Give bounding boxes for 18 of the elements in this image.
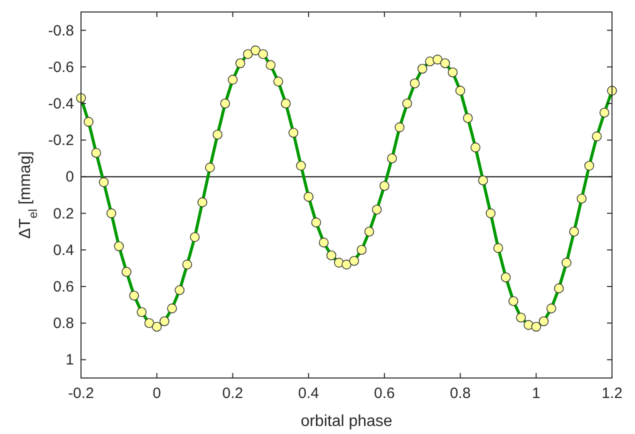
y-tick-label: -0.2 — [48, 132, 74, 150]
x-tick-label: 0.4 — [298, 385, 319, 402]
x-tick-label: 0.8 — [450, 385, 471, 402]
y-tick-label: 1 — [66, 352, 74, 369]
y-tick-label: 0.6 — [53, 278, 74, 296]
x-axis-title: orbital phase — [300, 413, 392, 430]
x-tick-label: 0.2 — [222, 385, 244, 402]
y-tick-label: 0.2 — [53, 205, 74, 222]
y-tick-label: -0.6 — [48, 58, 74, 76]
y-tick-label: 0.4 — [53, 242, 74, 259]
y-tick-label: -0.4 — [48, 96, 74, 112]
x-tick-label: 1.2 — [602, 385, 622, 402]
y-tick-label: -0.8 — [48, 22, 74, 40]
x-tick-label: 0 — [152, 385, 162, 402]
y-tick-label: 0.8 — [53, 315, 74, 332]
x-tick-label: 0.6 — [374, 385, 395, 402]
y-tick-label: 0 — [66, 168, 74, 186]
x-tick-label: 1 — [532, 385, 540, 402]
